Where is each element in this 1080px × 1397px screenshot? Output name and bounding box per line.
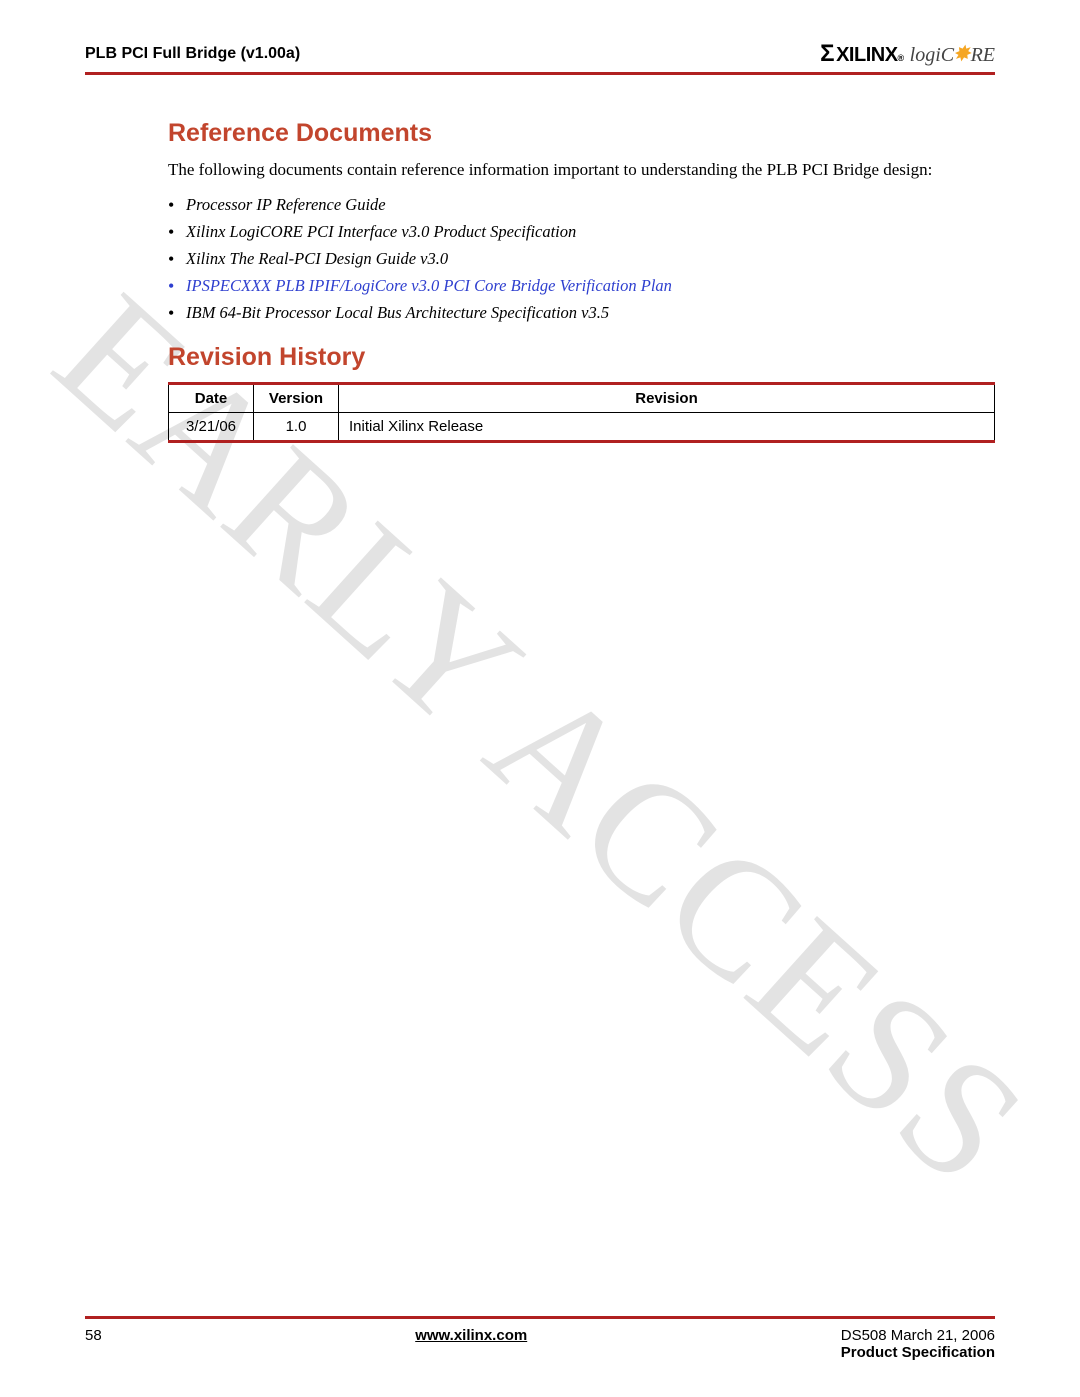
footer-right: DS508 March 21, 2006 Product Specificati… [841,1327,995,1361]
cell-version: 1.0 [254,412,339,441]
col-date: Date [169,383,254,412]
logo-text: XILINX [836,44,897,67]
reference-list: Processor IP Reference Guide Xilinx Logi… [168,195,995,323]
logo-group: Σ XILINX ® logiC✸RE [820,40,995,68]
footer-url[interactable]: www.xilinx.com [415,1327,527,1344]
reference-item: Xilinx LogiCORE PCI Interface v3.0 Produ… [186,222,995,242]
logicore-prefix: logiC [910,44,954,66]
table-header-row: Date Version Revision [169,383,995,412]
cell-revision: Initial Xilinx Release [339,412,995,441]
reference-documents-heading: Reference Documents [168,119,995,148]
footer-doc-id: DS508 March 21, 2006 [841,1327,995,1344]
table-row: 3/21/06 1.0 Initial Xilinx Release [169,412,995,441]
reference-item: IBM 64-Bit Processor Local Bus Architect… [186,303,995,323]
col-revision: Revision [339,383,995,412]
page-footer: 58 www.xilinx.com DS508 March 21, 2006 P… [85,1316,995,1361]
cell-date: 3/21/06 [169,412,254,441]
content-area: Reference Documents The following docume… [85,119,995,443]
reference-item: Processor IP Reference Guide [186,195,995,215]
revision-history-heading: Revision History [168,343,995,372]
page-container: PLB PCI Full Bridge (v1.00a) Σ XILINX ® … [0,0,1080,443]
footer-page-number: 58 [85,1327,102,1344]
xilinx-logo: Σ XILINX ® [820,40,904,68]
header-title: PLB PCI Full Bridge (v1.00a) [85,45,300,63]
page-header: PLB PCI Full Bridge (v1.00a) Σ XILINX ® … [85,40,995,75]
sigma-icon: Σ [820,40,834,68]
col-version: Version [254,383,339,412]
reference-item-link[interactable]: IPSPECXXX PLB IPIF/LogiCore v3.0 PCI Cor… [186,276,995,296]
reference-item: Xilinx The Real-PCI Design Guide v3.0 [186,249,995,269]
registered-mark-icon: ® [898,53,904,63]
revision-table: Date Version Revision 3/21/06 1.0 Initia… [168,382,995,443]
logicore-suffix: RE [971,44,995,66]
reference-intro: The following documents contain referenc… [168,158,995,183]
logicore-logo: logiC✸RE [910,41,995,67]
footer-doc-label: Product Specification [841,1344,995,1361]
star-icon: ✸ [952,41,970,66]
